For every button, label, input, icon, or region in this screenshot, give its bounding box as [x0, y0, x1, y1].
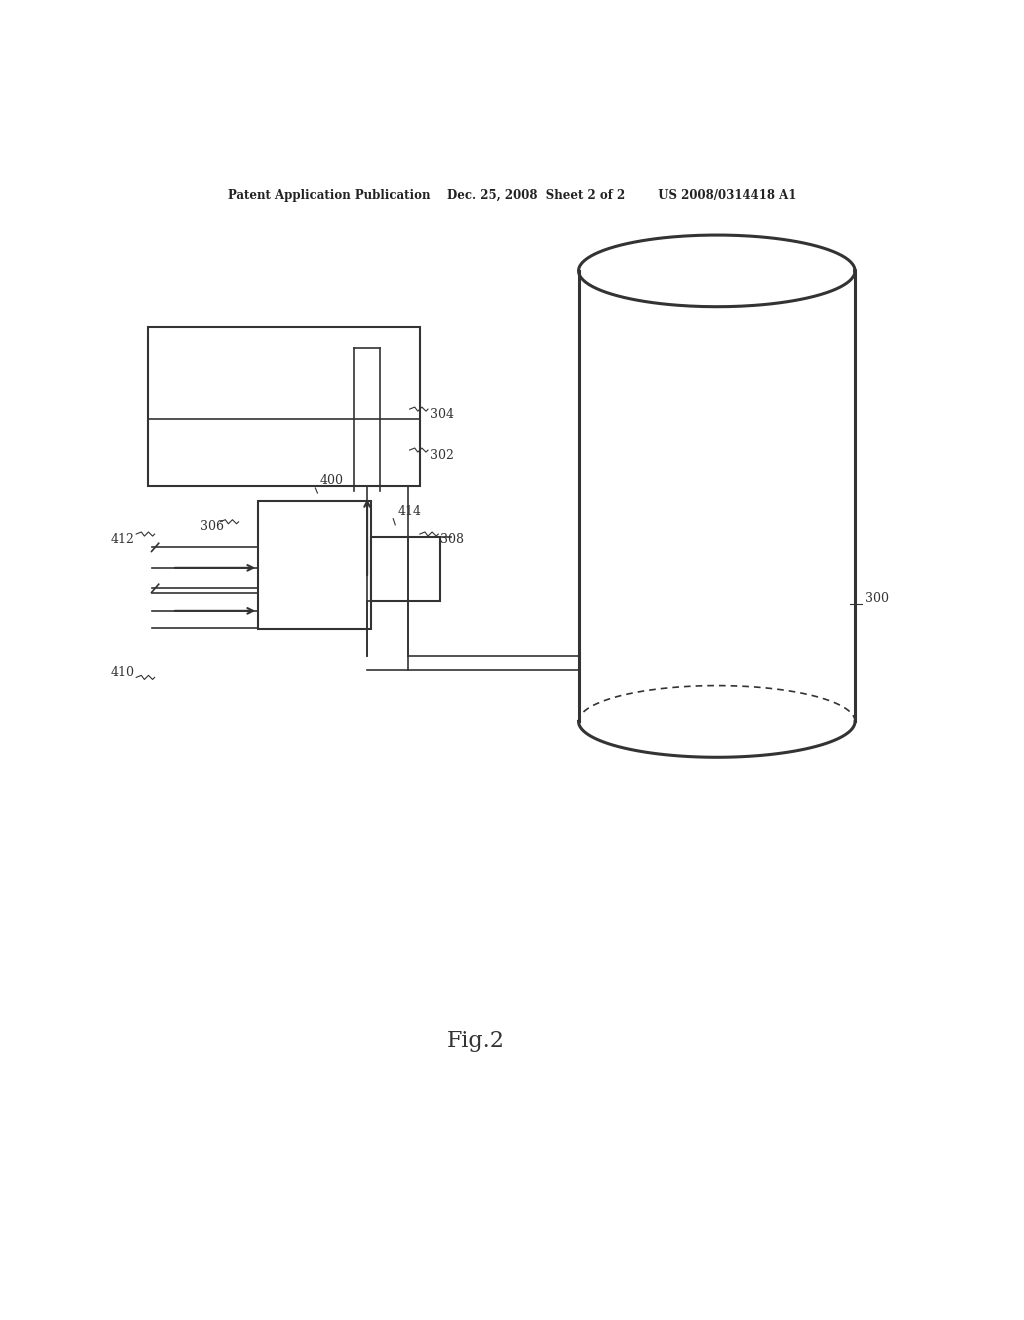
Bar	[148, 327, 420, 486]
Text: Patent Application Publication    Dec. 25, 2008  Sheet 2 of 2        US 2008/031: Patent Application Publication Dec. 25, …	[227, 189, 797, 202]
Bar	[258, 502, 371, 630]
Bar	[371, 537, 440, 601]
Text: 400: 400	[319, 474, 343, 487]
Text: 300: 300	[865, 593, 889, 605]
Text: 306: 306	[200, 520, 223, 533]
Text: 410: 410	[111, 665, 134, 678]
Text: 304: 304	[430, 408, 454, 421]
Text: 412: 412	[111, 533, 134, 545]
Text: Fig.2: Fig.2	[447, 1030, 505, 1052]
Text: 302: 302	[430, 449, 454, 462]
Text: 414: 414	[397, 506, 421, 517]
Text: 308: 308	[440, 533, 464, 545]
